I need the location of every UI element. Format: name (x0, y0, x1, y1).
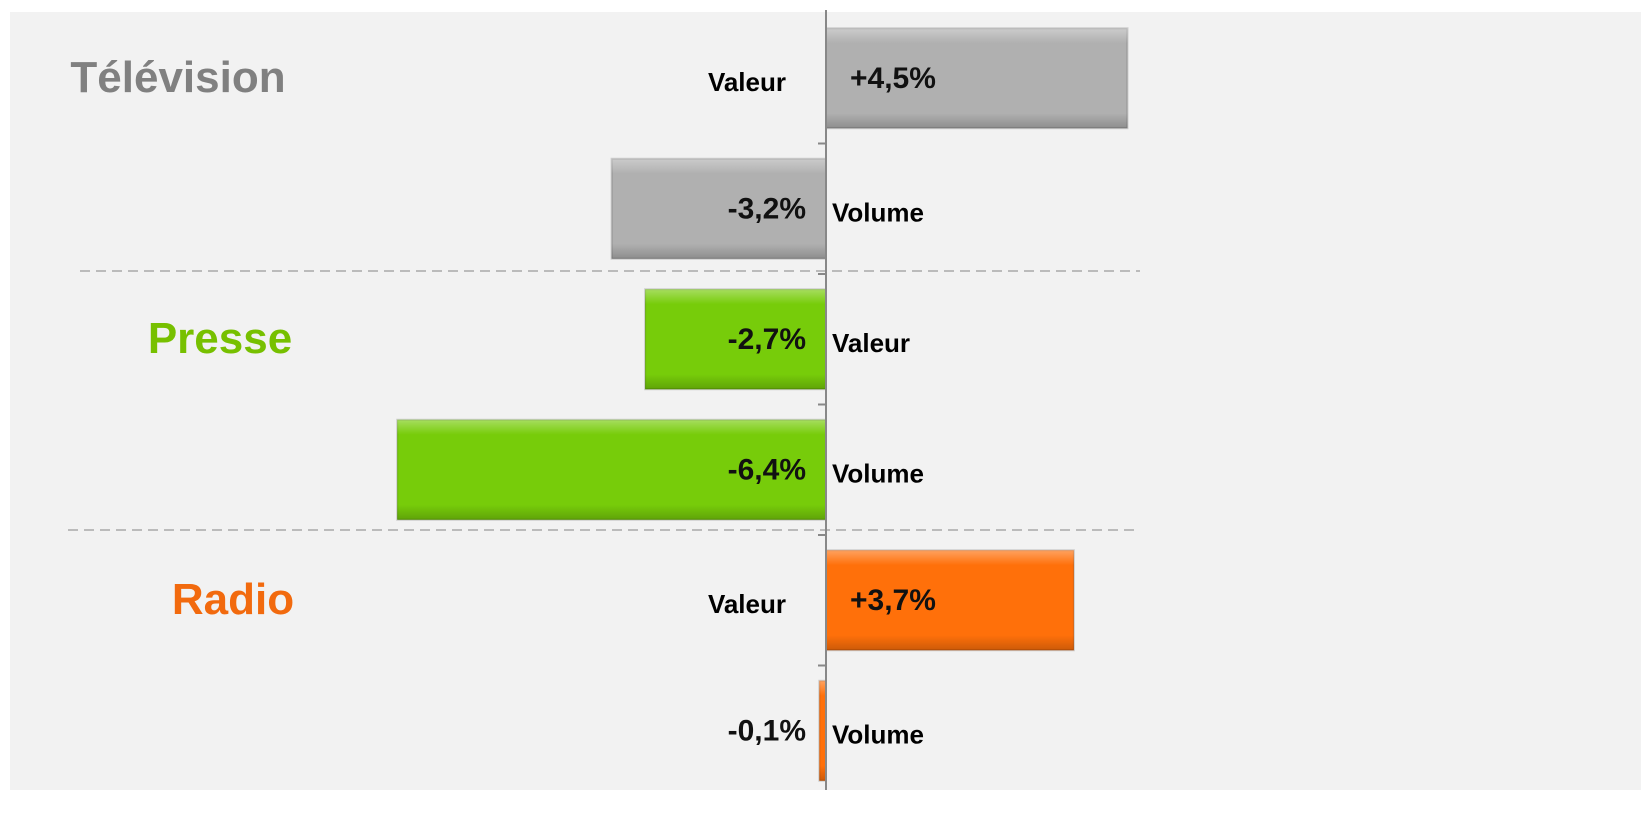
bar-shine (819, 680, 826, 781)
group-label: Radio (172, 575, 294, 624)
category-label: Valeur (708, 589, 786, 619)
category-label: Volume (832, 459, 924, 489)
bar-shine (645, 289, 826, 390)
value-label: -6,4% (728, 454, 806, 487)
category-label: Volume (832, 720, 924, 750)
category-label: Valeur (832, 328, 910, 358)
value-label: +4,5% (850, 62, 936, 95)
value-label: -0,1% (728, 715, 806, 748)
bar-shine (826, 550, 1074, 651)
group-label: Télévision (70, 53, 285, 102)
group-label: Presse (148, 314, 292, 363)
bar-shine (826, 28, 1128, 129)
value-label: -3,2% (728, 193, 806, 226)
value-label: +3,7% (850, 584, 936, 617)
bar-shine (397, 419, 826, 520)
bar-shine (611, 158, 826, 259)
category-label: Volume (832, 198, 924, 228)
category-label: Valeur (708, 67, 786, 97)
value-label: -2,7% (728, 323, 806, 356)
